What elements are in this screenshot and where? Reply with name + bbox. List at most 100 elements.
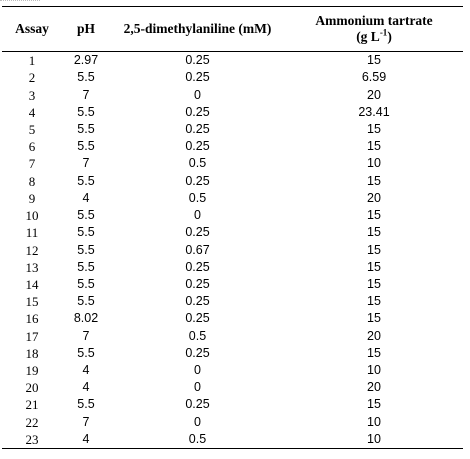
cell-ph: 4 bbox=[62, 430, 110, 450]
cell-ammonium-tartrate: 20 bbox=[367, 380, 381, 395]
cell-ammonium-tartrate: 10 bbox=[285, 430, 463, 450]
cell-dimethylaniline: 0.25 bbox=[185, 225, 210, 240]
cell-assay: 6 bbox=[28, 139, 36, 155]
cell-ammonium-tartrate: 10 bbox=[367, 363, 381, 378]
cell-assay: 16 bbox=[25, 311, 39, 327]
cell-ammonium-tartrate: 15 bbox=[367, 242, 381, 257]
cell-dimethylaniline: 0 bbox=[194, 87, 201, 102]
cell-dimethylaniline: 0 bbox=[194, 208, 201, 223]
cell-assay: 9 bbox=[28, 190, 36, 206]
cell-assay: 5 bbox=[28, 121, 36, 137]
cell-dimethylaniline: 0.25 bbox=[185, 259, 210, 274]
cell-assay: 22 bbox=[25, 414, 39, 430]
cell-dimethylaniline: 0.25 bbox=[185, 294, 210, 309]
header-row: Assay pH 2,5-dimethylaniline (mM) Ammoni… bbox=[2, 6, 463, 52]
cell-dimethylaniline: 0.25 bbox=[185, 139, 210, 154]
cell-ph: 5.5 bbox=[77, 242, 95, 257]
cell-ammonium-tartrate: 15 bbox=[367, 208, 381, 223]
cell-ammonium-tartrate: 15 bbox=[367, 397, 381, 412]
cell-ph: 5.5 bbox=[77, 139, 95, 154]
table-row: 3 7 0 20 bbox=[2, 86, 463, 103]
cell-dimethylaniline: 0.25 bbox=[185, 104, 210, 119]
table-row: 2 5.5 0.25 6.59 bbox=[2, 69, 463, 86]
table-row: 12 5.5 0.67 15 bbox=[2, 241, 463, 258]
cell-ammonium-tartrate: 15 bbox=[367, 294, 381, 309]
cell-dimethylaniline: 0.5 bbox=[188, 190, 207, 205]
cell-assay: 8 bbox=[28, 173, 36, 189]
cell-ph: 5.5 bbox=[77, 173, 95, 188]
cell-dimethylaniline: 0 bbox=[194, 414, 201, 429]
cell-dimethylaniline: 0.25 bbox=[185, 345, 210, 360]
table-row: 1 2.97 0.25 15 bbox=[2, 52, 463, 70]
cell-assay: 12 bbox=[25, 242, 39, 258]
cell-ammonium-tartrate: 15 bbox=[367, 173, 381, 188]
cell-dimethylaniline: 0.25 bbox=[185, 397, 210, 412]
cell-ammonium-tartrate: 20 bbox=[367, 87, 381, 102]
cell-dimethylaniline: 0.25 bbox=[185, 121, 210, 136]
cell-ph: 4 bbox=[82, 190, 90, 205]
table-row: 9 4 0.5 20 bbox=[2, 190, 463, 207]
header-ammonium-unit-pre: (g L bbox=[356, 29, 380, 44]
cell-dimethylaniline: 0.5 bbox=[110, 430, 285, 450]
cell-assay: 11 bbox=[25, 225, 39, 241]
cell-dimethylaniline: 0 bbox=[194, 380, 201, 395]
cell-ph: 7 bbox=[82, 414, 90, 429]
table-body: 1 2.97 0.25 15 2 5.5 0.25 6.59 3 7 0 20 4 5.5 0.25 23.4… bbox=[2, 52, 463, 450]
cell-ph: 2.97 bbox=[73, 53, 99, 68]
cell-ph: 5.5 bbox=[77, 104, 95, 119]
cell-ammonium-tartrate: 20 bbox=[367, 190, 381, 205]
top-edge-line bbox=[0, 0, 40, 4]
cell-ammonium-tartrate: 15 bbox=[367, 53, 381, 68]
cell-ammonium-tartrate: 15 bbox=[367, 311, 381, 326]
table-row: 10 5.5 0 15 bbox=[2, 207, 463, 224]
cell-ph: 5.5 bbox=[77, 276, 95, 291]
cell-assay: 3 bbox=[28, 87, 36, 103]
table-row: 19 4 0 10 bbox=[2, 362, 463, 379]
cell-assay: 18 bbox=[25, 345, 39, 361]
table-row: 13 5.5 0.25 15 bbox=[2, 259, 463, 276]
cell-dimethylaniline: 0.25 bbox=[185, 70, 210, 85]
cell-ammonium-tartrate: 10 bbox=[367, 156, 381, 171]
cell-ph: 5.5 bbox=[77, 121, 95, 136]
cell-ph: 5.5 bbox=[77, 208, 95, 223]
cell-ammonium-tartrate: 15 bbox=[367, 121, 381, 136]
table-row: 15 5.5 0.25 15 bbox=[2, 293, 463, 310]
cell-dimethylaniline: 0.67 bbox=[185, 242, 210, 257]
cell-assay: 2 bbox=[28, 70, 36, 86]
table-row: 21 5.5 0.25 15 bbox=[2, 396, 463, 413]
assay-table: Assay pH 2,5-dimethylaniline (mM) Ammoni… bbox=[2, 6, 463, 450]
table-row: 17 7 0.5 20 bbox=[2, 328, 463, 345]
cell-assay: 10 bbox=[25, 208, 39, 224]
header-dimethylaniline: 2,5-dimethylaniline (mM) bbox=[110, 6, 285, 52]
cell-ph: 7 bbox=[82, 328, 90, 343]
table-row: 18 5.5 0.25 15 bbox=[2, 345, 463, 362]
table-row: 7 7 0.5 10 bbox=[2, 155, 463, 172]
cell-ph: 7 bbox=[82, 87, 90, 102]
cell-ph: 5.5 bbox=[77, 259, 95, 274]
cell-dimethylaniline: 0.25 bbox=[185, 311, 210, 326]
cell-assay: 14 bbox=[25, 276, 39, 292]
header-ammonium-tartrate: Ammonium tartrate (g L-1) bbox=[285, 6, 463, 52]
header-ph: pH bbox=[62, 6, 110, 52]
table-row: 6 5.5 0.25 15 bbox=[2, 138, 463, 155]
cell-ph: 5.5 bbox=[77, 70, 95, 85]
table-row: 8 5.5 0.25 15 bbox=[2, 173, 463, 190]
header-ammonium-unit-post: ) bbox=[387, 29, 392, 44]
cell-ammonium-tartrate: 15 bbox=[367, 259, 381, 274]
header-ammonium-line1: Ammonium tartrate bbox=[315, 13, 433, 28]
cell-assay: 19 bbox=[25, 363, 39, 379]
table-row: 5 5.5 0.25 15 bbox=[2, 121, 463, 138]
cell-assay: 13 bbox=[25, 259, 39, 275]
cell-dimethylaniline: 0.25 bbox=[185, 276, 210, 291]
table-row: 16 8.02 0.25 15 bbox=[2, 310, 463, 327]
cell-dimethylaniline: 0 bbox=[194, 363, 201, 378]
cell-ph: 5.5 bbox=[77, 225, 95, 240]
header-assay: Assay bbox=[2, 6, 62, 52]
cell-ph: 4 bbox=[82, 363, 90, 378]
cell-ammonium-tartrate: 15 bbox=[367, 225, 381, 240]
header-ammonium-unit-sup: -1 bbox=[379, 27, 388, 38]
cell-ph: 5.5 bbox=[77, 397, 95, 412]
table-row: 14 5.5 0.25 15 bbox=[2, 276, 463, 293]
cell-assay: 7 bbox=[28, 156, 36, 172]
cell-ph: 5.5 bbox=[77, 294, 95, 309]
